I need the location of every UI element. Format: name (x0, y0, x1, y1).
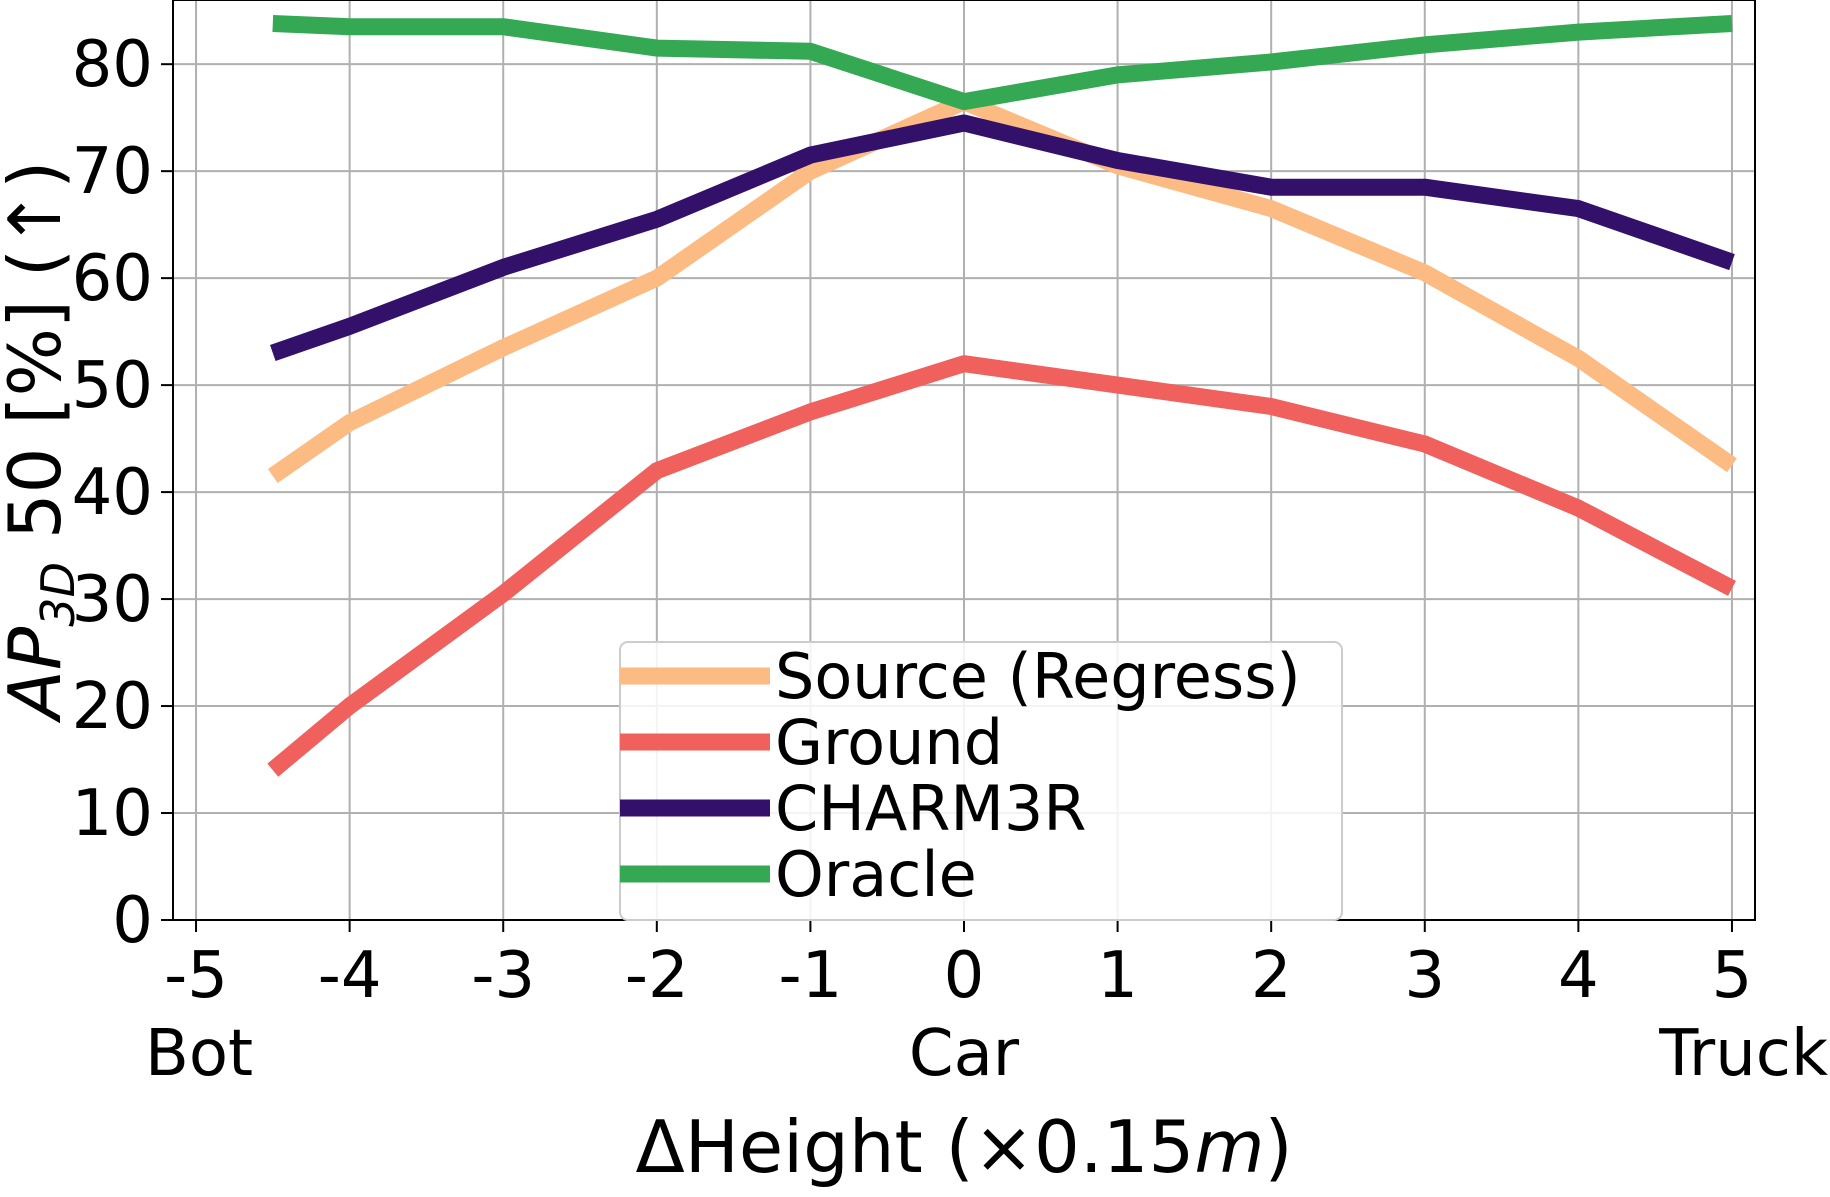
y-tick-label: 30 (72, 563, 153, 637)
y-tick-label: 0 (112, 884, 153, 958)
category-label: Bot (145, 1017, 253, 1091)
category-label: Truck (1658, 1017, 1828, 1091)
x-tick-label: 0 (944, 939, 985, 1013)
x-tick-label: 5 (1712, 939, 1753, 1013)
x-tick-label: 2 (1251, 939, 1292, 1013)
x-axis-title: ΔHeight (×0.15m) (635, 1105, 1292, 1189)
category-labels: Bot Car Truck (145, 1017, 1828, 1091)
x-tick-label: 1 (1097, 939, 1138, 1013)
y-tick-label: 20 (72, 670, 153, 744)
series-lines (267, 15, 1737, 777)
y-tick-label: 80 (72, 28, 153, 102)
y-axis-title-sub: 3D (31, 562, 85, 627)
x-tick-label: -5 (164, 939, 228, 1013)
x-tick-label: -2 (625, 939, 689, 1013)
x-tick-label: -4 (318, 939, 382, 1013)
x-axis-title-part2: ) (1264, 1105, 1292, 1189)
category-label: Car (909, 1017, 1020, 1091)
legend-label: Source (Regress) (775, 640, 1301, 713)
x-axis-title-m: m (1194, 1105, 1264, 1189)
legend-label: Oracle (775, 838, 977, 911)
y-axis-title-rest: 50 [%] (↑) (0, 161, 77, 562)
series-line-ground (267, 355, 1736, 777)
y-tick-label: 60 (72, 242, 153, 316)
legend-label: Ground (775, 706, 1003, 779)
x-axis-title-part1: ΔHeight (×0.15 (635, 1105, 1194, 1189)
series-line-charm3r (270, 114, 1735, 362)
legend-label: CHARM3R (775, 772, 1086, 845)
y-tick-label: 10 (72, 777, 153, 851)
y-tick-label: 50 (72, 349, 153, 423)
y-axis-title: AP3D 50 [%] (↑) (0, 161, 85, 724)
legend-box (619, 641, 1343, 921)
x-tick-label: -3 (471, 939, 535, 1013)
y-tick-label: 70 (72, 135, 153, 209)
x-tick-label: -1 (779, 939, 843, 1013)
series-line-oracle (272, 15, 1733, 111)
y-tick-label: 40 (72, 456, 153, 530)
x-tick-label: 4 (1558, 939, 1599, 1013)
y-axis-title-ap: AP (0, 626, 77, 723)
x-tick-label: 3 (1404, 939, 1445, 1013)
series-line-source-regress (267, 93, 1737, 483)
